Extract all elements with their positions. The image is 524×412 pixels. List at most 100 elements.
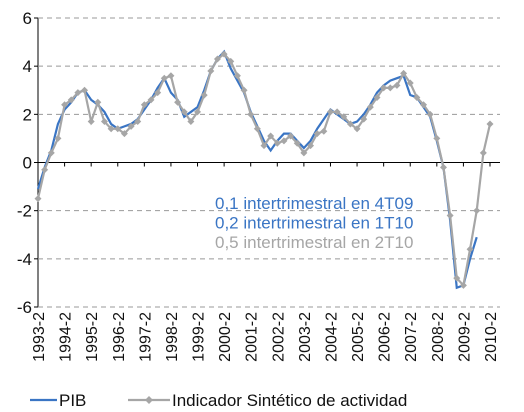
x-tick-label: 2010-2 [483,312,500,362]
point-marker [393,81,401,89]
point-marker [154,89,162,97]
point-marker [134,118,142,126]
x-tick-label: 2009-2 [456,312,473,362]
point-marker [320,127,328,135]
point-marker [100,118,108,126]
point-marker [174,98,182,106]
point-marker [253,125,261,133]
point-marker [287,132,295,140]
x-tick-label: 2002-2 [270,312,287,362]
x-tick-label: 1999-2 [191,312,208,362]
point-marker [227,57,235,65]
y-tick-label: 4 [23,57,32,76]
point-marker [300,149,308,157]
annotation: 0,2 intertrimestral en 1T10 [215,214,413,233]
point-marker [114,125,122,133]
point-marker [353,125,361,133]
point-marker [200,91,208,99]
point-marker [233,72,241,80]
point-marker [280,137,288,145]
point-marker [446,211,454,219]
x-tick-label: 1994-2 [58,312,75,362]
point-marker [459,281,467,289]
point-marker [147,96,155,104]
point-marker [194,108,202,116]
annotation: 0,5 intertrimestral en 2T10 [215,233,413,252]
point-marker [366,103,374,111]
x-tick-label: 2003-2 [297,312,314,362]
point-marker [313,130,321,138]
point-marker [207,67,215,75]
y-tick-label: 2 [23,105,32,124]
point-marker [160,74,168,82]
point-marker [400,69,408,77]
point-marker [373,93,381,101]
point-marker [346,120,354,128]
x-tick-label: 1996-2 [111,312,128,362]
point-marker [34,195,42,203]
point-marker [94,98,102,106]
point-marker [386,84,394,92]
legend-label: Indicador Sintético de actividad [172,391,407,410]
point-marker [406,79,414,87]
x-tick-label: 1998-2 [164,312,181,362]
point-marker [180,108,188,116]
legend-marker [145,396,153,404]
x-tick-label: 2007-2 [403,312,420,362]
y-tick-label: -2 [17,202,32,221]
point-marker [67,96,75,104]
x-tick-label: 2004-2 [323,312,340,362]
point-marker [220,50,228,58]
point-marker [340,113,348,121]
y-tick-label: 6 [23,9,32,28]
point-marker [360,115,368,123]
legend-label: PIB [59,391,86,410]
x-tick-label: 2000-2 [217,312,234,362]
point-marker [380,84,388,92]
point-marker [87,118,95,126]
point-marker [187,118,195,126]
point-marker [47,149,55,157]
point-marker [326,108,334,116]
point-marker [479,149,487,157]
point-marker [473,207,481,215]
point-marker [140,101,148,109]
point-marker [61,101,69,109]
point-marker [420,101,428,109]
x-tick-label: 2006-2 [377,312,394,362]
x-tick-label: 2001-2 [244,312,261,362]
point-marker [247,110,255,118]
x-tick-label: 1993-2 [31,312,48,362]
point-marker [120,130,128,138]
x-tick-label: 1997-2 [137,312,154,362]
y-tick-label: 0 [23,154,32,173]
point-marker [240,86,248,94]
x-tick-label: 2005-2 [350,312,367,362]
point-marker [81,86,89,94]
point-marker [307,142,315,150]
point-marker [453,274,461,282]
point-marker [413,93,421,101]
point-marker [333,108,341,116]
annotation: 0,1 intertrimestral en 4T09 [215,194,413,213]
point-marker [74,89,82,97]
point-marker [267,132,275,140]
point-marker [213,55,221,63]
point-marker [273,139,281,147]
point-marker [260,142,268,150]
point-marker [127,122,135,130]
x-tick-label: 1995-2 [84,312,101,362]
point-marker [486,120,494,128]
point-marker [167,72,175,80]
point-marker [107,125,115,133]
series-line [36,49,478,290]
point-marker [466,245,474,253]
point-marker [41,166,49,174]
y-tick-label: -4 [17,250,32,269]
x-tick-label: 2008-2 [430,312,447,362]
point-marker [433,134,441,142]
point-marker [293,139,301,147]
point-marker [439,163,447,171]
